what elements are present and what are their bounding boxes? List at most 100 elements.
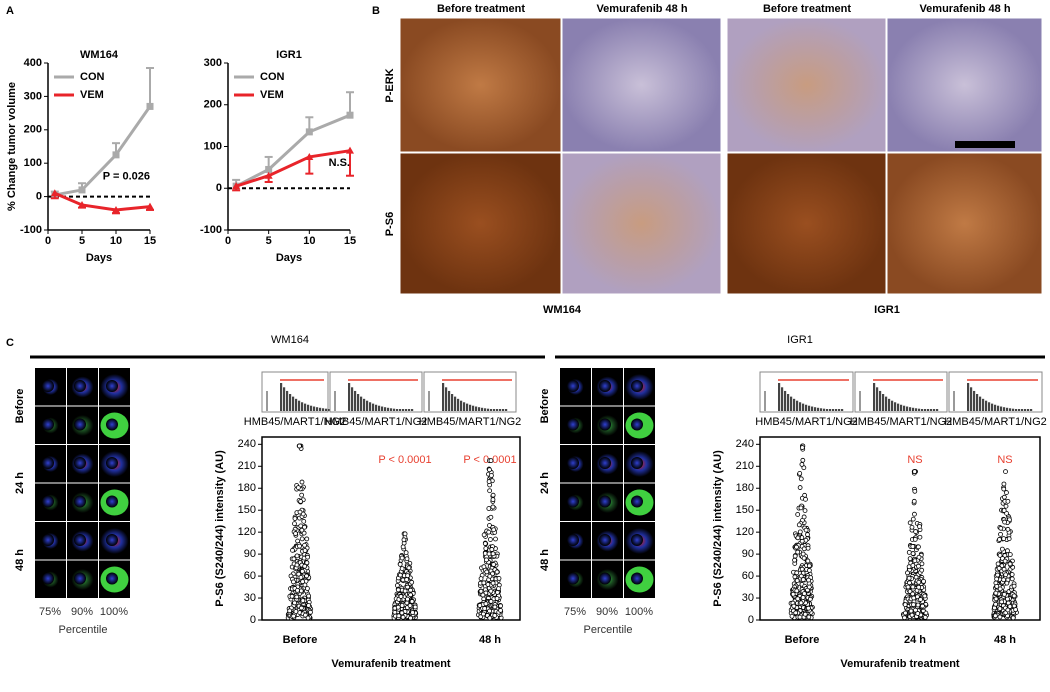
dot: [905, 584, 911, 590]
inset-label: HMB45/MART1/NG2: [944, 416, 1047, 428]
nucleus: [631, 380, 643, 392]
dot: [294, 562, 300, 568]
dot: [405, 596, 410, 602]
dot: [789, 613, 795, 619]
dot: [298, 575, 304, 580]
dot: [806, 568, 812, 573]
y-tick-label: 120: [736, 526, 754, 538]
inset-bar: [457, 398, 460, 411]
dot: [400, 614, 406, 620]
nucleus: [106, 380, 118, 392]
dot: [298, 499, 304, 504]
dot: [799, 462, 805, 467]
inset-bar: [967, 383, 970, 411]
dot: [404, 556, 410, 562]
inset-bar: [1006, 407, 1009, 411]
inset-bar: [764, 391, 766, 411]
dot: [293, 531, 298, 536]
dot: [797, 614, 803, 620]
dot: [289, 593, 295, 599]
dot: [1009, 576, 1015, 582]
dot: [907, 520, 913, 526]
dot: [1007, 552, 1013, 557]
dot: [486, 479, 492, 484]
dot: [994, 584, 1000, 589]
dot: [801, 591, 807, 597]
dot: [395, 604, 401, 610]
dot: [792, 574, 798, 580]
inset-bar: [823, 408, 826, 411]
dot: [299, 536, 305, 542]
inset-bar: [334, 391, 336, 411]
nucleus: [42, 380, 54, 392]
dot: [1005, 498, 1011, 504]
dot: [302, 612, 308, 618]
dot: [913, 529, 919, 534]
dot: [800, 551, 806, 557]
legend-label: VEM: [260, 89, 284, 101]
dot: [302, 542, 308, 548]
dot: [407, 603, 413, 609]
inset-bar: [490, 409, 493, 411]
percentile: 90%: [596, 606, 618, 618]
inset-bar: [313, 406, 316, 411]
dot: [306, 593, 312, 599]
dot: [800, 457, 806, 463]
inset-bar: [879, 390, 882, 411]
dot: [907, 580, 912, 586]
dot: [494, 569, 500, 575]
percentile-label: Percentile: [59, 624, 108, 636]
dot: [902, 602, 908, 608]
inset-bar: [921, 409, 924, 411]
inset-bar: [266, 391, 268, 411]
y-tick-label: 150: [238, 504, 256, 516]
panel-letter: C: [6, 337, 14, 349]
inset-bar: [378, 405, 381, 411]
panel-b: B Before treatment Vemurafenib 48 h Before …: [372, 3, 1043, 316]
dot: [917, 534, 923, 540]
nucleus: [42, 495, 54, 508]
inset-bar: [953, 391, 955, 411]
dot: [916, 554, 922, 560]
dot: [795, 535, 801, 541]
x-tick-label: 48 h: [479, 634, 501, 646]
dot: [1001, 508, 1007, 513]
inset-bar: [363, 398, 366, 411]
dot: [487, 488, 493, 494]
dot: [791, 603, 797, 609]
row-label: 24 h: [539, 472, 551, 494]
inset-bar: [295, 398, 298, 411]
inset-bar: [466, 403, 469, 411]
inset-bar: [366, 400, 369, 411]
inset-bar: [994, 404, 997, 411]
nucleus: [631, 457, 643, 469]
dot: [916, 579, 922, 585]
inset-bar: [976, 394, 979, 411]
inset-bar: [316, 407, 319, 411]
x-tick-label: 10: [110, 235, 122, 247]
dot: [1003, 469, 1008, 475]
dot: [306, 603, 311, 608]
inset-bar: [891, 400, 894, 411]
dot: [302, 563, 308, 569]
inset-bar: [936, 409, 939, 411]
nucleus: [631, 572, 643, 585]
dot: [397, 572, 403, 578]
inset-bar: [319, 407, 322, 411]
dot: [478, 576, 484, 582]
percentile: 100%: [625, 606, 653, 618]
column-label: Before treatment: [763, 3, 851, 15]
percentile: 90%: [71, 606, 93, 618]
inset-bar: [973, 390, 976, 411]
section-header: WM164: [271, 334, 309, 346]
y-tick-label: 180: [238, 482, 256, 494]
dot: [908, 608, 914, 614]
dot: [911, 602, 916, 608]
series-line: [54, 191, 151, 212]
dot: [805, 558, 811, 564]
inset-bar: [393, 408, 396, 411]
dot: [797, 485, 803, 490]
inset-bar: [985, 400, 988, 411]
dot: [1004, 490, 1009, 495]
dot: [408, 615, 413, 621]
